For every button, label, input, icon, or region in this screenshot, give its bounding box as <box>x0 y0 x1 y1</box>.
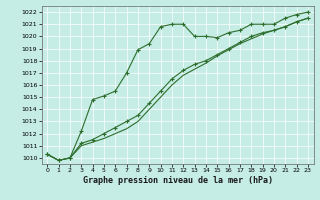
X-axis label: Graphe pression niveau de la mer (hPa): Graphe pression niveau de la mer (hPa) <box>83 176 273 185</box>
